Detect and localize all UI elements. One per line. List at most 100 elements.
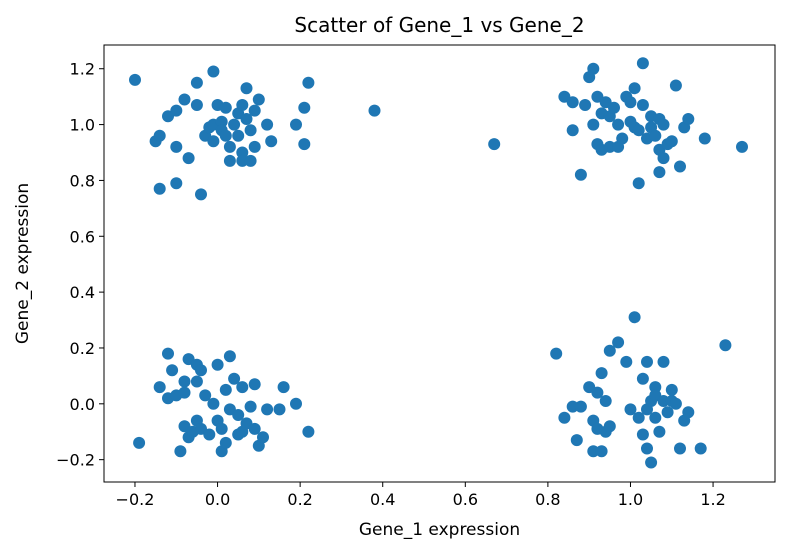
- data-point: [290, 397, 302, 410]
- x-tick-label: 1.2: [700, 490, 725, 509]
- data-point: [558, 411, 571, 424]
- data-point: [641, 442, 653, 455]
- data-point: [223, 350, 236, 363]
- y-axis-label: Gene_2 expression: [13, 183, 33, 344]
- data-point: [302, 425, 315, 438]
- data-point: [636, 372, 649, 385]
- data-point: [236, 154, 249, 167]
- x-tick-label: −0.2: [116, 490, 155, 509]
- data-point: [170, 177, 183, 190]
- x-ticks: −0.2 0.0 0.2 0.4 0.6 0.8 1.0 1.2: [116, 482, 726, 509]
- data-point: [207, 397, 220, 410]
- chart-title: Scatter of Gene_1 vs Gene_2: [294, 13, 584, 37]
- data-point: [550, 347, 563, 360]
- x-tick-label: 0.6: [453, 490, 478, 509]
- data-point: [636, 57, 649, 70]
- plot-frame: [103, 44, 776, 483]
- data-point: [219, 383, 232, 396]
- data-point: [182, 152, 195, 165]
- data-point: [632, 411, 645, 424]
- data-point: [199, 389, 212, 402]
- data-point: [228, 118, 241, 131]
- data-point: [190, 76, 203, 89]
- y-tick-label: 0.4: [70, 283, 95, 302]
- data-point: [595, 445, 608, 458]
- y-tick-label: 0.2: [70, 339, 95, 358]
- data-point: [616, 132, 629, 145]
- data-point: [153, 381, 166, 394]
- data-point: [162, 347, 174, 360]
- data-point: [674, 160, 686, 173]
- data-point: [252, 93, 265, 106]
- y-tick-label: 0.6: [70, 227, 95, 246]
- data-point: [261, 403, 274, 416]
- data-point: [599, 395, 612, 407]
- data-point: [628, 82, 641, 95]
- data-point: [265, 135, 278, 148]
- data-point: [248, 378, 261, 391]
- data-point: [219, 436, 232, 449]
- data-point: [570, 434, 583, 447]
- data-point: [657, 118, 670, 131]
- data-point: [566, 400, 579, 413]
- data-point: [244, 154, 257, 167]
- data-point: [736, 140, 748, 153]
- data-point: [698, 132, 711, 145]
- data-point: [261, 118, 274, 131]
- plot-area: [104, 45, 775, 482]
- data-point: [236, 381, 249, 394]
- data-point: [236, 146, 249, 159]
- data-point: [129, 73, 141, 86]
- data-point: [178, 375, 191, 388]
- data-point: [657, 152, 670, 165]
- data-point: [591, 386, 604, 399]
- data-point: [298, 138, 311, 151]
- data-point: [174, 445, 187, 458]
- data-point: [579, 99, 592, 111]
- data-point: [669, 397, 682, 410]
- data-point: [228, 372, 241, 385]
- y-tick-label: 0.0: [70, 395, 95, 414]
- data-point: [669, 79, 682, 92]
- data-point: [566, 124, 579, 137]
- data-point: [682, 113, 695, 125]
- data-point: [641, 355, 653, 368]
- data-point: [203, 428, 216, 441]
- data-point: [277, 381, 290, 394]
- data-point: [603, 420, 616, 433]
- data-point: [248, 422, 261, 435]
- data-point: [302, 76, 315, 89]
- data-point: [232, 129, 245, 142]
- data-point: [603, 344, 616, 357]
- y-ticks: −0.2 0.0 0.2 0.4 0.6 0.8 1.0 1.2: [56, 60, 104, 470]
- data-point: [632, 177, 645, 190]
- data-point: [219, 129, 232, 142]
- data-point: [223, 140, 236, 153]
- data-point: [661, 406, 674, 419]
- data-point: [153, 129, 166, 142]
- data-point: [257, 431, 269, 444]
- data-point: [649, 381, 662, 394]
- data-point: [694, 442, 707, 455]
- data-point: [211, 358, 224, 371]
- data-point: [636, 99, 649, 111]
- data-point: [608, 101, 620, 114]
- data-point: [628, 311, 641, 324]
- data-point: [653, 166, 666, 179]
- data-point: [248, 140, 261, 153]
- data-point: [248, 104, 261, 117]
- data-point: [674, 442, 686, 455]
- x-tick-label: 0.0: [205, 490, 230, 509]
- data-point: [566, 96, 579, 109]
- data-point: [624, 403, 637, 416]
- data-point: [574, 400, 587, 413]
- data-point: [219, 101, 232, 114]
- data-point: [620, 355, 633, 368]
- data-point: [273, 403, 286, 416]
- y-tick-label: 0.8: [70, 171, 95, 190]
- points-layer: [129, 57, 748, 469]
- data-point: [207, 65, 220, 78]
- data-point: [587, 118, 600, 131]
- data-point: [178, 93, 191, 106]
